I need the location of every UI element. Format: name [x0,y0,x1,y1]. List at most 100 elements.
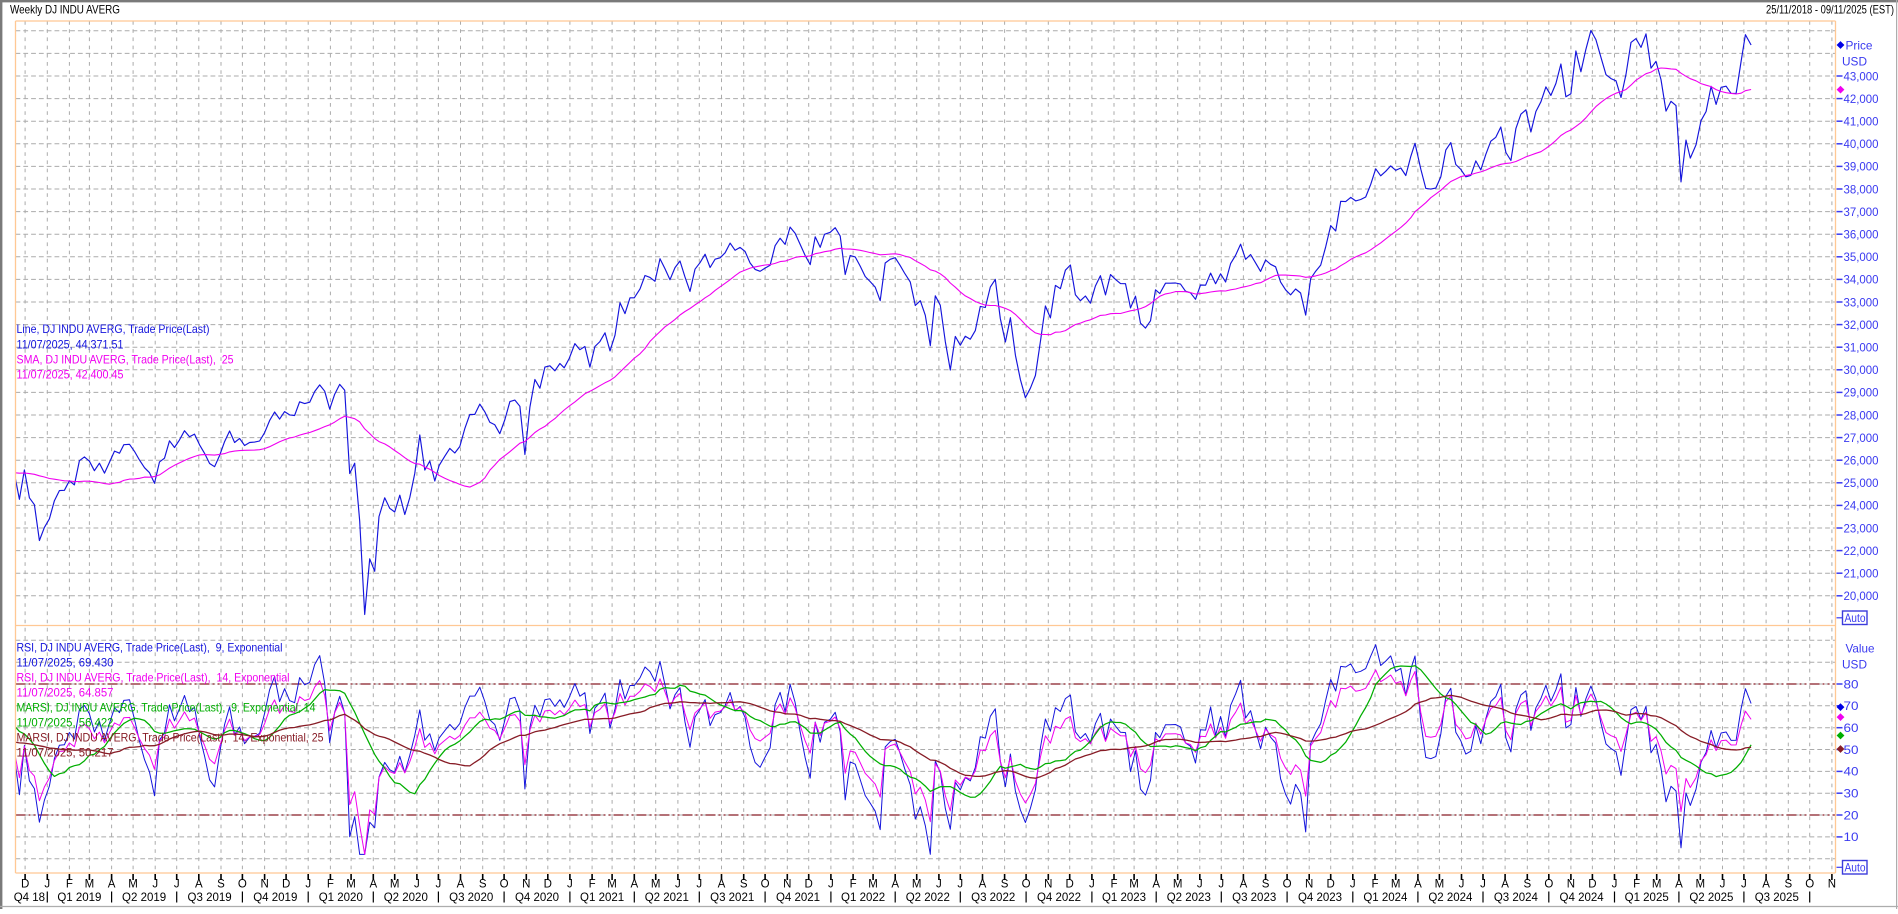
svg-text:25/11/2018 - 09/11/2025 (EST): 25/11/2018 - 09/11/2025 (EST) [1766,3,1894,17]
svg-text:A: A [718,879,726,891]
svg-text:Q4 2021: Q4 2021 [776,892,820,904]
svg-text:A: A [457,879,465,891]
svg-text:J: J [675,879,681,891]
svg-text:30: 30 [1844,787,1859,801]
svg-text:SMA, DJ INDU AVERG, Trade Pric: SMA, DJ INDU AVERG, Trade Price(Last), 2… [17,353,234,367]
svg-text:MARSI, DJ INDU AVERG, Trade Pr: MARSI, DJ INDU AVERG, Trade Price(Last),… [17,731,324,745]
svg-text:J: J [1089,879,1095,891]
svg-text:11/07/2025, 56.422: 11/07/2025, 56.422 [17,716,114,730]
svg-text:J: J [305,879,311,891]
svg-text:RSI, DJ INDU AVERG, Trade Pric: RSI, DJ INDU AVERG, Trade Price(Last), 1… [17,671,290,685]
svg-text:M: M [868,879,878,891]
svg-text:35,000: 35,000 [1844,250,1879,264]
svg-text:Q2 2019: Q2 2019 [122,892,166,904]
svg-text:N: N [783,879,791,891]
svg-text:40,000: 40,000 [1844,137,1879,151]
svg-text:O: O [761,879,770,891]
svg-text:Q2 2021: Q2 2021 [645,892,689,904]
svg-text:J: J [1197,879,1203,891]
svg-text:F: F [1371,879,1378,891]
svg-text:S: S [1001,879,1009,891]
svg-text:M: M [1391,879,1401,891]
svg-text:25,000: 25,000 [1844,476,1879,490]
svg-text:D: D [21,879,29,891]
svg-text:N: N [1828,879,1836,891]
svg-text:Q4 2022: Q4 2022 [1037,892,1081,904]
svg-text:M: M [912,879,922,891]
svg-text:USD: USD [1842,55,1867,69]
svg-text:D: D [544,879,552,891]
svg-text:J: J [44,879,50,891]
svg-text:A: A [630,879,638,891]
svg-text:S: S [217,879,225,891]
svg-text:N: N [522,879,530,891]
svg-text:N: N [260,879,268,891]
svg-text:70: 70 [1844,699,1859,713]
svg-text:F: F [1110,879,1117,891]
svg-text:Weekly DJ INDU AVERG: Weekly DJ INDU AVERG [10,3,120,17]
svg-text:11/07/2025, 64.857: 11/07/2025, 64.857 [17,686,114,700]
svg-text:J: J [436,879,442,891]
svg-text:33,000: 33,000 [1844,295,1879,309]
svg-text:Line, DJ INDU AVERG, Trade Pri: Line, DJ INDU AVERG, Trade Price(Last) [17,322,210,336]
svg-text:Q4 2023: Q4 2023 [1298,892,1342,904]
svg-text:A: A [1762,879,1770,891]
svg-text:Q1 2022: Q1 2022 [841,892,885,904]
svg-text:USD: USD [1842,658,1867,672]
svg-text:S: S [1523,879,1531,891]
svg-text:27,000: 27,000 [1844,431,1879,445]
svg-text:26,000: 26,000 [1844,454,1879,468]
svg-text:Q3 2025: Q3 2025 [1755,892,1799,904]
svg-text:J: J [1741,879,1747,891]
svg-text:J: J [1612,879,1618,891]
svg-text:Q1 2023: Q1 2023 [1102,892,1146,904]
svg-text:S: S [1784,879,1792,891]
svg-text:M: M [1652,879,1662,891]
svg-text:Q2 2024: Q2 2024 [1428,892,1473,904]
svg-text:J: J [414,879,420,891]
svg-text:21,000: 21,000 [1844,567,1879,581]
svg-text:11/07/2025, 50.217: 11/07/2025, 50.217 [17,746,114,760]
svg-text:39,000: 39,000 [1844,160,1879,174]
svg-text:Q2 2023: Q2 2023 [1167,892,1211,904]
svg-text:D: D [1066,879,1074,891]
svg-text:J: J [1350,879,1356,891]
svg-text:Q1 2019: Q1 2019 [57,892,101,904]
svg-text:Q1 2025: Q1 2025 [1625,892,1669,904]
svg-text:50: 50 [1844,743,1859,757]
svg-text:Auto: Auto [1845,613,1866,625]
svg-text:F: F [850,879,857,891]
svg-text:Q4 18: Q4 18 [14,892,45,904]
svg-text:J: J [174,879,180,891]
svg-text:20: 20 [1844,808,1859,822]
svg-text:M: M [85,879,95,891]
svg-text:D: D [1588,879,1596,891]
svg-text:M: M [1696,879,1706,891]
svg-text:M: M [128,879,138,891]
svg-text:N: N [1305,879,1313,891]
svg-text:22,000: 22,000 [1844,544,1879,558]
svg-text:J: J [936,879,942,891]
svg-text:S: S [479,879,487,891]
svg-text:D: D [805,879,813,891]
svg-text:O: O [238,879,247,891]
svg-text:F: F [66,879,73,891]
svg-text:36,000: 36,000 [1844,228,1879,242]
svg-text:11/07/2025, 44,371.51: 11/07/2025, 44,371.51 [17,338,124,352]
svg-text:Q2 2020: Q2 2020 [384,892,428,904]
svg-text:10: 10 [1844,830,1859,844]
svg-text:80: 80 [1844,677,1859,691]
svg-text:J: J [1480,879,1486,891]
svg-text:Q2 2025: Q2 2025 [1689,892,1733,904]
svg-text:Q1 2024: Q1 2024 [1363,892,1408,904]
svg-text:Q3 2024: Q3 2024 [1494,892,1539,904]
svg-text:37,000: 37,000 [1844,205,1879,219]
svg-text:S: S [1262,879,1270,891]
svg-text:N: N [1567,879,1575,891]
svg-text:J: J [696,879,702,891]
svg-text:Q3 2021: Q3 2021 [710,892,754,904]
svg-text:A: A [369,879,377,891]
svg-text:34,000: 34,000 [1844,273,1879,287]
svg-text:J: J [567,879,573,891]
svg-text:A: A [1675,879,1683,891]
